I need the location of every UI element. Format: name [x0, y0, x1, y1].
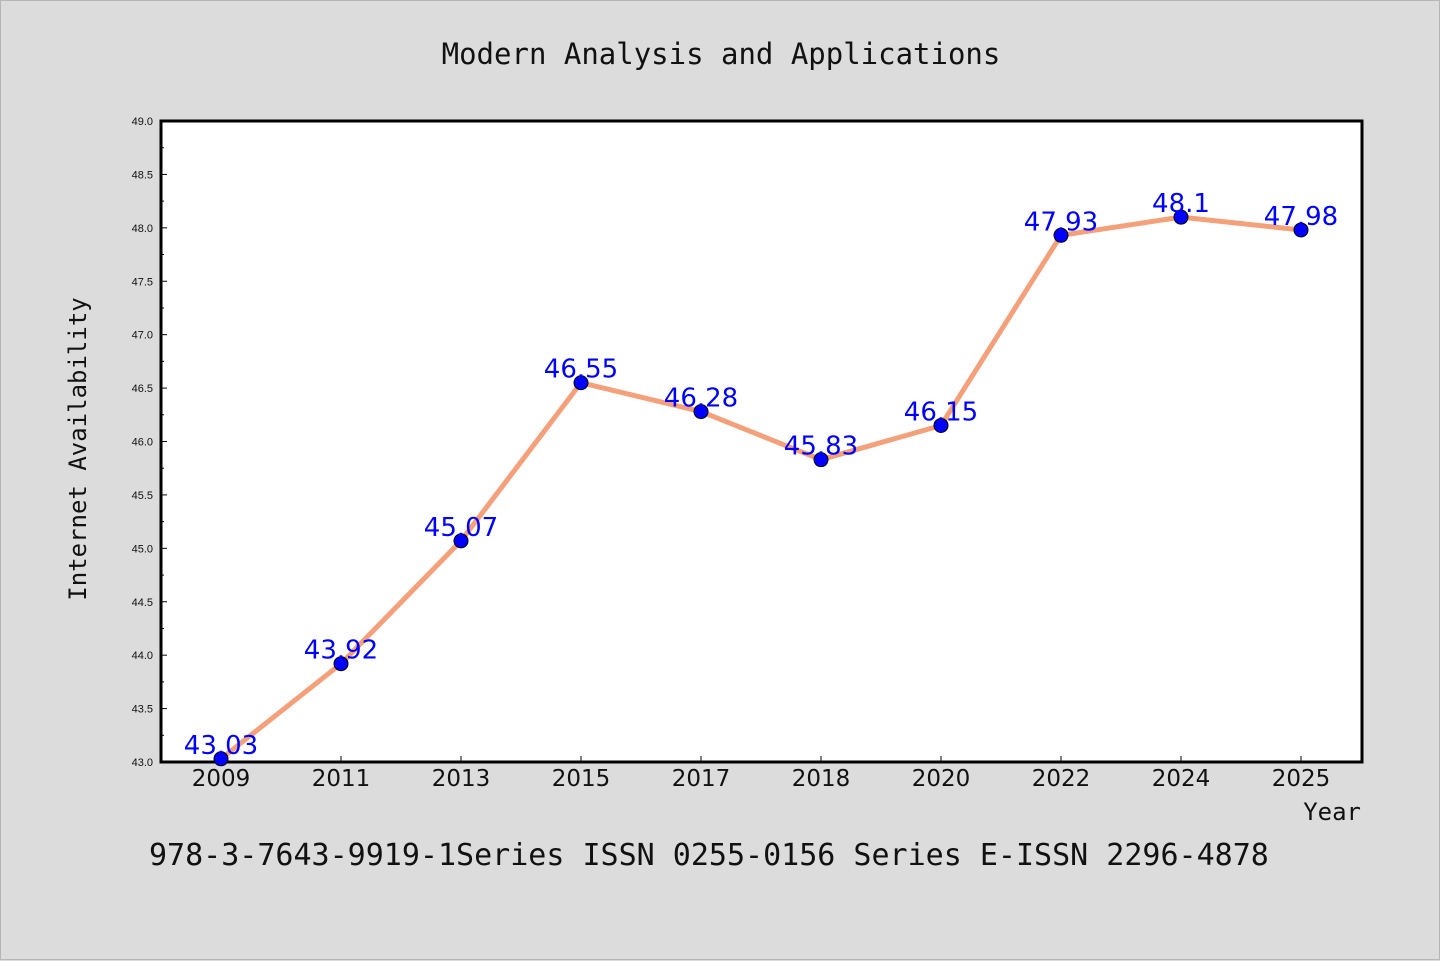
y-axis-label: Internet Availability: [64, 297, 92, 600]
x-tick-label: 2018: [792, 766, 851, 792]
data-point: [1293, 222, 1309, 238]
chart-title: Modern Analysis and Applications: [442, 37, 1001, 71]
plot-area: [159, 119, 1364, 764]
data-label: 45.83: [784, 432, 858, 462]
y-tick-label: 44.0: [132, 650, 153, 662]
x-tick-label: 2025: [1272, 766, 1331, 792]
x-tick-label: 2020: [912, 766, 971, 792]
data-label: 47.98: [1264, 202, 1338, 232]
x-tick-label: 2011: [312, 766, 371, 792]
y-tick-label: 44.5: [132, 597, 153, 609]
x-tick-label: 2009: [192, 766, 251, 792]
y-tick-label: 45.0: [132, 543, 153, 555]
x-tick-label: 2022: [1032, 766, 1091, 792]
data-point: [573, 375, 589, 391]
y-tick-label: 47.0: [132, 330, 153, 342]
series-line: [219, 214, 1302, 761]
x-tick-label: 2017: [672, 766, 731, 792]
data-label: 46.15: [904, 397, 978, 427]
data-label: 43.03: [184, 731, 258, 761]
y-tick-label: 48.5: [132, 169, 153, 181]
data-labels: 43.03 43.92 45.07 46.55 46.28 45.83 46.15 47.93…: [184, 189, 1338, 761]
y-tick-label: 45.5: [132, 490, 153, 502]
y-axis: 43.0 43.5 44.0 44.5 45.0 45.5 46.0 46.5 47.0 47.5…: [132, 116, 167, 769]
x-axis: 2009 2011 2013 2015 2017 2018 2020 2022 2024 2025: [192, 756, 1331, 792]
data-point: [693, 404, 709, 420]
data-label: 43.92: [304, 636, 378, 666]
y-tick-label: 49.0: [132, 116, 153, 128]
x-axis-label: Year: [1303, 798, 1361, 826]
x-tick-label: 2015: [552, 766, 611, 792]
y-tick-label: 48.0: [132, 223, 153, 235]
data-point: [1173, 209, 1189, 225]
data-point: [333, 656, 349, 672]
data-point: [453, 533, 469, 549]
data-point: [813, 452, 829, 468]
y-tick-label: 47.5: [132, 276, 153, 288]
y-tick-label: 46.0: [132, 437, 153, 449]
y-tick-label: 43.0: [132, 757, 153, 769]
y-tick-label: 43.5: [132, 704, 153, 716]
data-point: [933, 417, 949, 433]
data-point: [1053, 227, 1069, 243]
data-point: [213, 751, 229, 767]
data-label: 47.93: [1024, 207, 1098, 237]
data-label: 48.1: [1152, 189, 1210, 219]
x-tick-label: 2013: [432, 766, 491, 792]
x-tick-label: 2024: [1152, 766, 1211, 792]
data-label: 46.28: [664, 384, 738, 414]
data-label: 45.07: [424, 513, 498, 543]
y-tick-label: 46.5: [132, 383, 153, 395]
footer-text: 978-3-7643-9919-1Series ISSN 0255-0156 S…: [149, 838, 1269, 873]
data-label: 46.55: [544, 355, 618, 385]
series-layer: [213, 209, 1309, 767]
